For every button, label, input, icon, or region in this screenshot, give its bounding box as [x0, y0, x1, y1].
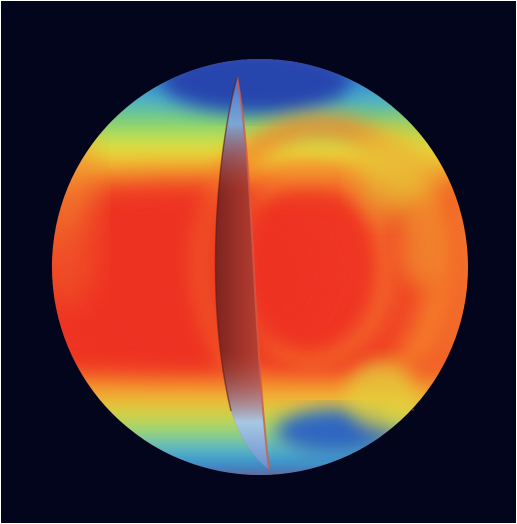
north-pole-cap — [161, 59, 351, 113]
cutaway-wedge — [214, 76, 270, 470]
background-speck — [412, 409, 414, 411]
